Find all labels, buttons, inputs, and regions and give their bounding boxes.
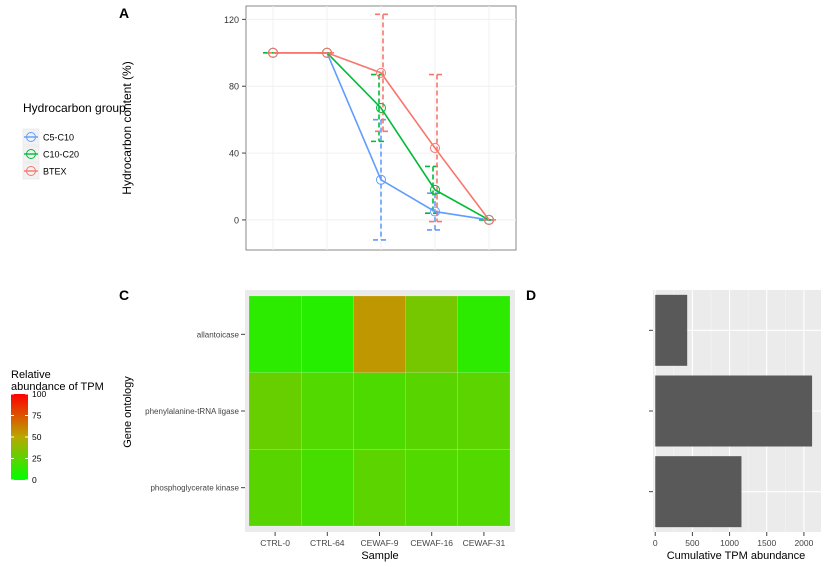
- panel-d: 0 500 1000 1500 2000 Cumulative TPM abundanc…: [649, 290, 821, 562]
- c-xtick-label-cewaf-9: CEWAF-9: [361, 538, 399, 548]
- heatmap-cell-allantoicase-ctrl-64: [301, 295, 354, 373]
- heatmap-cell-phosphoglycerate-kinase-ctrl-64: [301, 449, 354, 527]
- cb-tick-label-25: 25: [32, 454, 42, 464]
- panel-label-c: C: [119, 287, 129, 303]
- a-point-c5-c10-3: [430, 206, 440, 217]
- a-ytick-label-40: 40: [229, 149, 239, 159]
- heatmap-cell-allantoicase-cewaf-16: [405, 295, 458, 373]
- heatmap-cell-allantoicase-ctrl-0: [248, 295, 302, 373]
- c-xtick-label-cewaf-16: CEWAF-16: [410, 538, 453, 548]
- cb-tick-label-0: 0: [32, 475, 37, 485]
- panel-a-series-lines: [273, 51, 490, 221]
- a-line-btex: [273, 51, 490, 221]
- c-ytick-label-allantoicase: allantoicase: [197, 330, 240, 339]
- heatmap-cell-phenylalanine-trna-ligase-ctrl-64: [301, 372, 354, 450]
- c-xtick-label-cewaf-31: CEWAF-31: [463, 538, 506, 548]
- legend-label-c10-c20: C10-C20: [43, 150, 79, 160]
- a-point-btex-1: [322, 47, 332, 58]
- colorbar-title: Relative abundance of TPM: [11, 369, 104, 393]
- a-point-c10-c20-2: [376, 102, 386, 113]
- legend-key-point-c10-c20: [26, 149, 36, 159]
- c-xtick-label-ctrl-0: CTRL-0: [260, 538, 290, 548]
- cb-tick-label-100: 100: [32, 389, 46, 399]
- d-bar-allantoicase: [655, 294, 688, 366]
- d-xtick-label-500: 500: [685, 538, 699, 548]
- a-point-btex-4: [484, 214, 494, 225]
- panel-c-y-axis: allantoicase phenylalanine-tRNA ligase pho…: [145, 330, 245, 493]
- panel-d-x-axis-title: Cumulative TPM abundance: [667, 550, 806, 562]
- c-xtick-label-ctrl-64: CTRL-64: [310, 538, 345, 548]
- a-point-btex-2: [376, 67, 386, 78]
- panel-a-y-axis: 0 40 80 120: [224, 15, 246, 225]
- a-point-btex-0: [268, 47, 278, 58]
- heatmap-cell-phenylalanine-trna-ligase-cewaf-9: [353, 372, 406, 450]
- colorbar-gradient: [11, 394, 28, 480]
- cb-tick-label-75: 75: [32, 411, 42, 421]
- d-bar-phenylalanine-trna-ligase: [655, 375, 813, 447]
- legend-key-point-btex: [26, 166, 36, 176]
- heatmap-cells: [248, 295, 511, 527]
- colorbar-title-line-1: Relative: [11, 369, 51, 381]
- legend-title: Hydrocarbon group: [23, 101, 126, 115]
- heatmap-cell-phenylalanine-trna-ligase-cewaf-16: [405, 372, 458, 450]
- a-ytick-label-80: 80: [229, 82, 239, 92]
- colorbar-ticks: 0 25 50 75 100: [11, 389, 46, 485]
- cb-tick-label-50: 50: [32, 432, 42, 442]
- heatmap-cell-phenylalanine-trna-ligase-cewaf-31: [457, 372, 511, 450]
- heatmap-cell-allantoicase-cewaf-31: [457, 295, 511, 373]
- legend-label-btex: BTEX: [43, 167, 67, 177]
- panel-c-y-axis-title: Gene ontology: [122, 376, 134, 448]
- heatmap-cell-phosphoglycerate-kinase-cewaf-9: [353, 449, 406, 527]
- d-xtick-label-1500: 1500: [757, 538, 776, 548]
- panel-d-bars: [655, 294, 813, 528]
- colorbar: Relative abundance of TPM 0 25 50 75 100: [11, 369, 104, 485]
- panel-d-x-axis: 0 500 1000 1500 2000: [653, 532, 814, 548]
- colorbar-title-line-2: abundance of TPM: [11, 381, 104, 393]
- heatmap-cell-phosphoglycerate-kinase-cewaf-16: [405, 449, 458, 527]
- c-ytick-label-phosphoglycerate-kinase: phosphoglycerate kinase: [150, 484, 239, 493]
- heatmap-cell-phosphoglycerate-kinase-ctrl-0: [248, 449, 302, 527]
- a-point-c5-c10-2: [376, 174, 386, 185]
- panel-d-y-axis: [649, 329, 653, 493]
- legend-hydrocarbon-group: Hydrocarbon group C5-C10 C10-C20 BTEX: [22, 101, 126, 180]
- d-bar-phosphoglycerate-kinase: [655, 456, 742, 528]
- a-point-c10-c20-3: [430, 184, 440, 195]
- a-point-btex-3: [430, 143, 440, 154]
- panel-a-points: [268, 47, 494, 225]
- heatmap-cell-phosphoglycerate-kinase-cewaf-31: [457, 449, 511, 527]
- a-ytick-label-0: 0: [234, 215, 239, 225]
- panel-label-d: D: [526, 287, 536, 303]
- d-xtick-label-2000: 2000: [794, 538, 813, 548]
- heatmap-cell-allantoicase-cewaf-9: [353, 295, 406, 373]
- legend-key-point-c5-c10: [26, 132, 36, 142]
- legend-label-c5-c10: C5-C10: [43, 133, 74, 143]
- panel-a: 0 40 80 120 Hydrocarbon content (%) Hydroca…: [22, 5, 517, 251]
- a-ytick-label-120: 120: [224, 15, 239, 25]
- heatmap-cell-phenylalanine-trna-ligase-ctrl-0: [248, 372, 302, 450]
- panel-label-a: A: [119, 5, 129, 21]
- d-xtick-label-0: 0: [653, 538, 658, 548]
- d-xtick-label-1000: 1000: [720, 538, 739, 548]
- legend-entries: C5-C10 C10-C20 BTEX: [22, 128, 79, 180]
- c-ytick-label-phenylalanine-trna-ligase: phenylalanine-tRNA ligase: [145, 407, 239, 416]
- panel-c-x-axis: CTRL-0 CTRL-64 CEWAF-9 CEWAF-16 CEWAF-31: [260, 532, 505, 548]
- panel-a-y-axis-title: Hydrocarbon content (%): [120, 61, 134, 194]
- panel-c: CTRL-0 CTRL-64 CEWAF-9 CEWAF-16 CEWAF-31 all…: [11, 290, 515, 562]
- panel-c-x-axis-title: Sample: [361, 550, 398, 562]
